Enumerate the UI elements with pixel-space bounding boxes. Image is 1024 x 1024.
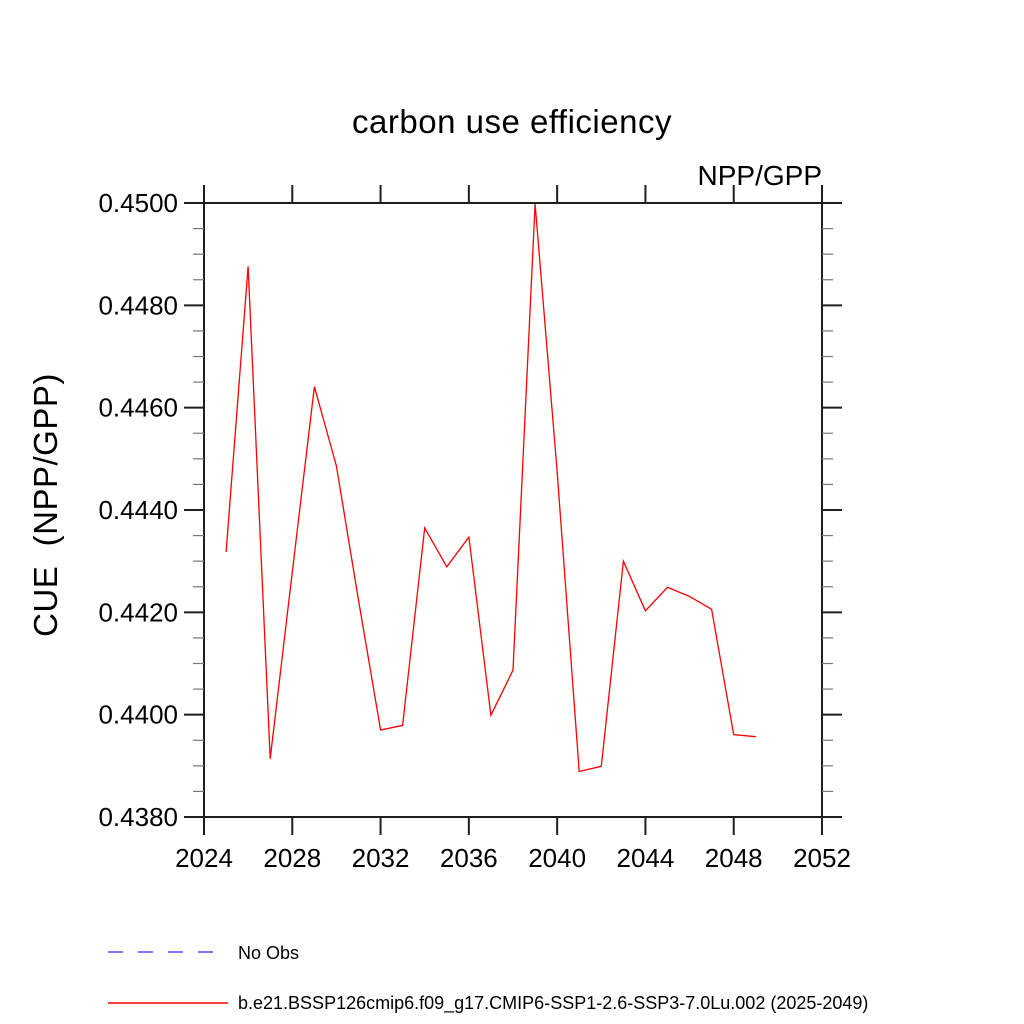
legend-line-no-obs: [108, 951, 228, 953]
x-tick-label: 2040: [528, 843, 586, 873]
x-tick-label: 2048: [705, 843, 763, 873]
x-tick-label: 2052: [793, 843, 851, 873]
x-tick-label: 2032: [352, 843, 410, 873]
y-tick-label: 0.4440: [98, 495, 178, 525]
y-tick-label: 0.4500: [98, 188, 178, 218]
y-tick-label: 0.4400: [98, 700, 178, 730]
legend-label-no-obs: No Obs: [238, 943, 300, 963]
x-tick-label: 2036: [440, 843, 498, 873]
x-tick-label: 2024: [175, 843, 233, 873]
chart-title: carbon use efficiency: [352, 103, 672, 140]
y-tick-label: 0.4380: [98, 802, 178, 832]
y-tick-label: 0.4420: [98, 597, 178, 627]
x-tick-label: 2044: [617, 843, 675, 873]
y-tick-label: 0.4480: [98, 290, 178, 320]
legend-label-series: b.e21.BSSP126cmip6.f09_g17.CMIP6-SSP1-2.…: [238, 993, 869, 1013]
axis-box: [203, 202, 823, 818]
data-line: [225, 203, 756, 773]
y-tick-label: 0.4460: [98, 393, 178, 423]
x-tick-label: 2028: [263, 843, 321, 873]
corner-label-npp-gpp: NPP/GPP: [697, 160, 822, 191]
legend-line-series: [108, 1002, 228, 1004]
